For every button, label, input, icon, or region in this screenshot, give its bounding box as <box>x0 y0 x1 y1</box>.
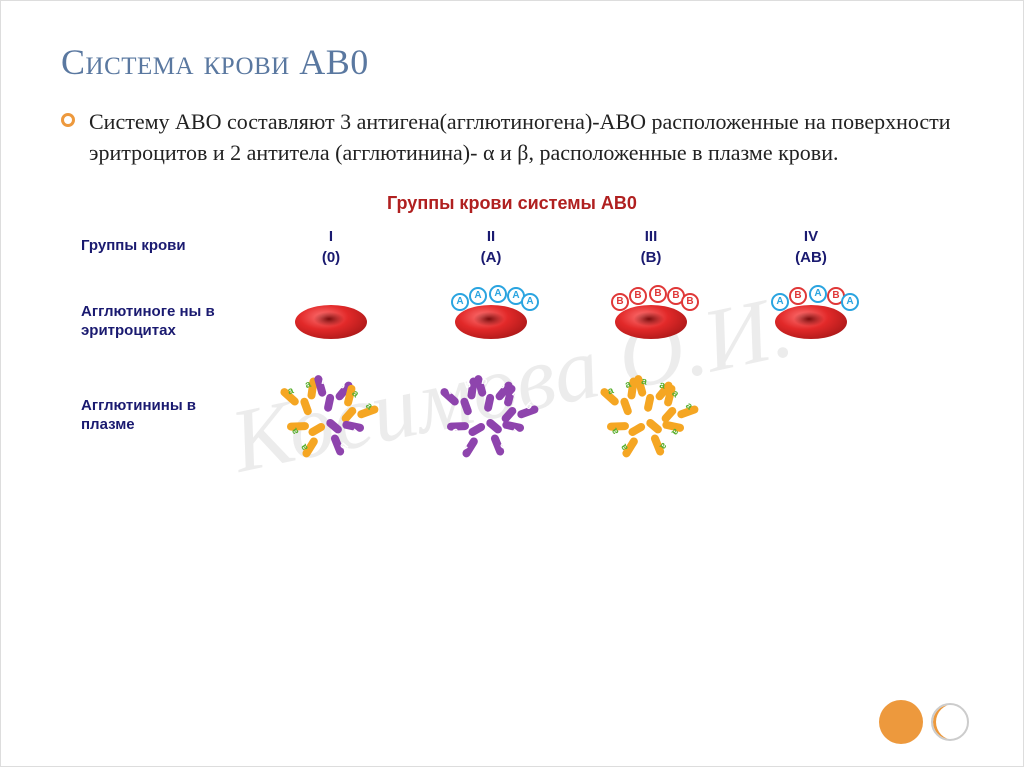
footer-ring-icon <box>931 703 969 741</box>
slide-title: Система крови АВ0 <box>61 41 963 83</box>
bullet-text: Систему АВО составляют 3 антигена(агглют… <box>89 107 963 169</box>
antibody-cell: bbbbbbbbbb <box>411 376 571 456</box>
antibody-a-icon: aa <box>286 412 332 456</box>
diagram-title: Группы крови системы АВ0 <box>61 193 963 214</box>
row-header: Агглютиноге ны в эритроцитах <box>81 286 251 358</box>
antigen-A-icon: A <box>469 287 487 305</box>
antigen-A-icon: A <box>771 293 789 311</box>
column-header: II(A) <box>411 226 571 268</box>
column-header: I(0) <box>251 226 411 268</box>
antibody-cluster-icon: aabbaabbaa <box>286 376 376 456</box>
slide-content: Система крови АВ0 Систему АВО составляют… <box>1 1 1023 766</box>
erythrocyte-cell: ABABA <box>731 286 891 358</box>
antigen-A-icon: A <box>489 285 507 303</box>
antigen-B-icon: B <box>611 293 629 311</box>
antibody-cell: aabbaabbaa <box>251 376 411 456</box>
red-blood-cell-icon: ABABA <box>775 305 847 339</box>
red-blood-cell-icon <box>295 305 367 339</box>
erythrocyte-cell: BBBBB <box>571 286 731 358</box>
antigen-A-icon: A <box>451 293 469 311</box>
antibody-cluster-icon: aaaaaaaaaa <box>606 376 696 456</box>
antibody-cell <box>731 376 891 456</box>
antigen-B-icon: B <box>649 285 667 303</box>
antigen-B-icon: B <box>789 287 807 305</box>
row-header: Агглютинины в плазме <box>81 376 251 456</box>
antigen-B-icon: B <box>681 293 699 311</box>
antigen-A-icon: A <box>841 293 859 311</box>
antibody-cell: aaaaaaaaaa <box>571 376 731 456</box>
antigen-B-icon: B <box>629 287 647 305</box>
column-header: IV(AB) <box>731 226 891 268</box>
erythrocyte-cell: AAAAA <box>411 286 571 358</box>
column-header: III(B) <box>571 226 731 268</box>
antibody-cluster-icon: bbbbbbbbbb <box>446 376 536 456</box>
antibody-b-icon: bb <box>446 412 492 456</box>
slide-footer-decor <box>879 700 969 744</box>
antigen-A-icon: A <box>809 285 827 303</box>
bullet-item: Систему АВО составляют 3 антигена(агглют… <box>61 107 963 169</box>
bullet-marker-icon <box>61 113 75 127</box>
row-header: Группы крови <box>81 226 251 268</box>
antigen-A-icon: A <box>521 293 539 311</box>
erythrocyte-cell <box>251 286 411 358</box>
red-blood-cell-icon: AAAAA <box>455 305 527 339</box>
blood-type-diagram: Группы кровиI(0)II(A)III(B)IV(AB) Агглюти… <box>81 226 963 456</box>
red-blood-cell-icon: BBBBB <box>615 305 687 339</box>
footer-dot-icon <box>879 700 923 744</box>
antibody-a-icon: aa <box>606 412 652 456</box>
